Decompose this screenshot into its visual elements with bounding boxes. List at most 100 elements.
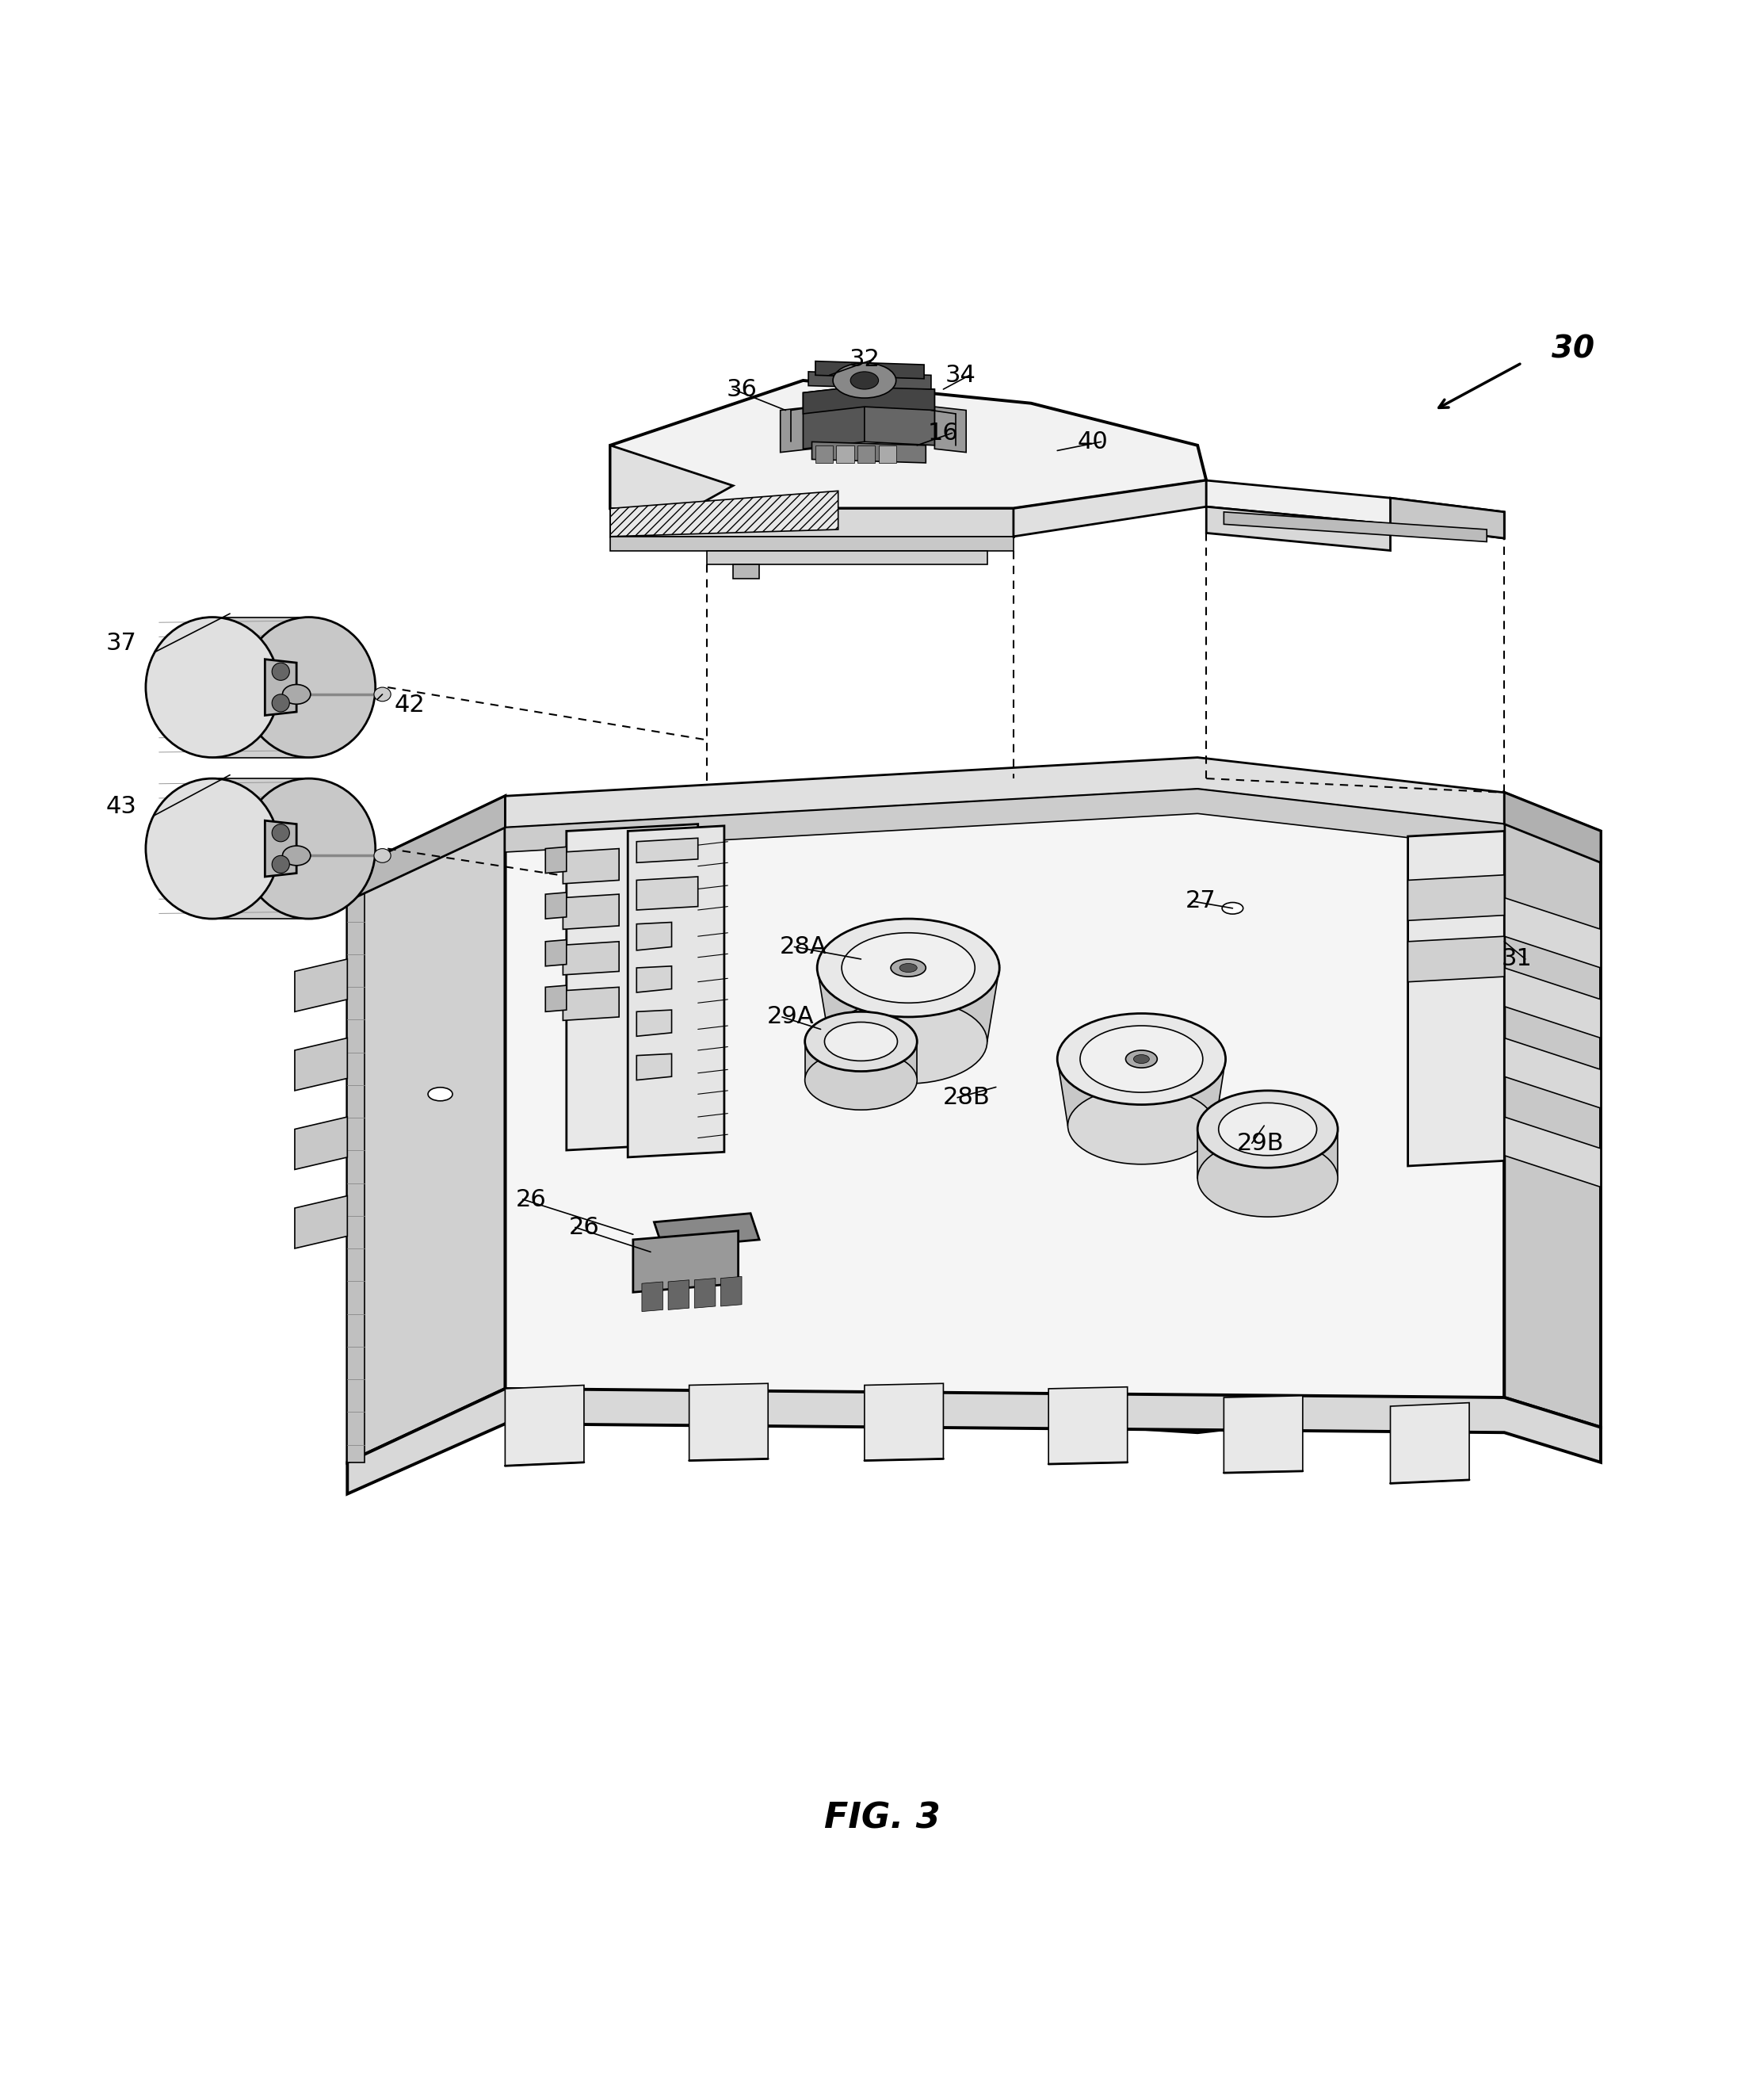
Polygon shape xyxy=(637,922,672,951)
Polygon shape xyxy=(212,617,309,758)
Ellipse shape xyxy=(833,363,896,399)
Polygon shape xyxy=(545,940,566,965)
Polygon shape xyxy=(265,660,296,716)
Polygon shape xyxy=(642,1281,663,1312)
Polygon shape xyxy=(505,1385,584,1466)
Ellipse shape xyxy=(1198,1090,1337,1169)
Polygon shape xyxy=(864,386,935,446)
Polygon shape xyxy=(1207,480,1505,538)
Polygon shape xyxy=(563,895,619,930)
Polygon shape xyxy=(1390,1403,1469,1484)
Polygon shape xyxy=(669,1281,690,1310)
Polygon shape xyxy=(505,758,1505,828)
Ellipse shape xyxy=(841,932,975,1003)
Polygon shape xyxy=(295,1196,348,1248)
Ellipse shape xyxy=(1067,1088,1215,1165)
Polygon shape xyxy=(610,490,838,536)
Text: 26: 26 xyxy=(568,1217,600,1239)
Polygon shape xyxy=(545,893,566,920)
Polygon shape xyxy=(721,1277,741,1306)
Ellipse shape xyxy=(282,845,310,866)
Polygon shape xyxy=(633,1231,739,1291)
Ellipse shape xyxy=(242,617,376,758)
Text: 28B: 28B xyxy=(942,1086,990,1109)
Polygon shape xyxy=(1505,793,1600,1428)
Text: 16: 16 xyxy=(928,421,958,444)
Polygon shape xyxy=(815,361,924,378)
Ellipse shape xyxy=(146,617,279,758)
Text: 37: 37 xyxy=(106,631,138,654)
Text: 36: 36 xyxy=(727,378,757,401)
Polygon shape xyxy=(348,795,505,1462)
Polygon shape xyxy=(505,789,1505,1432)
Text: 32: 32 xyxy=(848,349,880,372)
Polygon shape xyxy=(734,565,759,579)
Text: 31: 31 xyxy=(1501,947,1531,972)
Polygon shape xyxy=(295,1117,348,1169)
Polygon shape xyxy=(212,778,309,920)
Polygon shape xyxy=(857,446,875,463)
Polygon shape xyxy=(563,943,619,976)
Ellipse shape xyxy=(429,1088,453,1100)
Polygon shape xyxy=(803,386,935,413)
Text: 42: 42 xyxy=(395,693,425,716)
Ellipse shape xyxy=(282,685,310,704)
Ellipse shape xyxy=(1080,1026,1203,1092)
Ellipse shape xyxy=(272,693,289,712)
Polygon shape xyxy=(1014,480,1207,536)
Ellipse shape xyxy=(272,662,289,681)
Polygon shape xyxy=(637,965,672,992)
Polygon shape xyxy=(348,795,505,901)
Ellipse shape xyxy=(374,849,392,864)
Text: 27: 27 xyxy=(1185,891,1217,913)
Polygon shape xyxy=(1048,1387,1127,1464)
Polygon shape xyxy=(1505,1117,1600,1187)
Polygon shape xyxy=(563,988,619,1021)
Polygon shape xyxy=(817,967,1000,1042)
Text: 43: 43 xyxy=(106,795,138,818)
Polygon shape xyxy=(1408,830,1505,1167)
Ellipse shape xyxy=(891,959,926,976)
Text: FIG. 3: FIG. 3 xyxy=(824,1802,940,1835)
Polygon shape xyxy=(864,1383,944,1462)
Ellipse shape xyxy=(1125,1050,1157,1067)
Polygon shape xyxy=(1057,1059,1226,1125)
Polygon shape xyxy=(610,509,1014,536)
Ellipse shape xyxy=(146,778,279,920)
Polygon shape xyxy=(637,1055,672,1080)
Polygon shape xyxy=(545,847,566,874)
Polygon shape xyxy=(1207,507,1390,550)
Ellipse shape xyxy=(272,855,289,874)
Polygon shape xyxy=(566,824,699,1150)
Ellipse shape xyxy=(850,372,878,388)
Polygon shape xyxy=(610,380,1207,509)
Ellipse shape xyxy=(804,1050,917,1111)
Polygon shape xyxy=(878,446,896,463)
Polygon shape xyxy=(637,876,699,909)
Polygon shape xyxy=(295,959,348,1011)
Ellipse shape xyxy=(1198,1140,1337,1217)
Polygon shape xyxy=(780,407,811,453)
Ellipse shape xyxy=(824,1021,898,1061)
Ellipse shape xyxy=(1219,1102,1316,1156)
Polygon shape xyxy=(265,820,296,876)
Text: 40: 40 xyxy=(1078,430,1108,453)
Polygon shape xyxy=(1505,967,1600,1038)
Ellipse shape xyxy=(272,824,289,841)
Polygon shape xyxy=(707,550,988,565)
Text: 29B: 29B xyxy=(1237,1131,1284,1154)
Text: 34: 34 xyxy=(946,363,975,386)
Text: 26: 26 xyxy=(517,1187,547,1210)
Ellipse shape xyxy=(829,999,988,1084)
Polygon shape xyxy=(628,826,725,1156)
Ellipse shape xyxy=(1134,1055,1150,1063)
Polygon shape xyxy=(836,446,854,463)
Ellipse shape xyxy=(1057,1013,1226,1104)
Ellipse shape xyxy=(374,687,392,702)
Polygon shape xyxy=(637,839,699,864)
Polygon shape xyxy=(505,789,1505,851)
Polygon shape xyxy=(295,1038,348,1090)
Polygon shape xyxy=(654,1212,759,1248)
Polygon shape xyxy=(935,407,967,453)
Text: 28A: 28A xyxy=(780,936,827,959)
